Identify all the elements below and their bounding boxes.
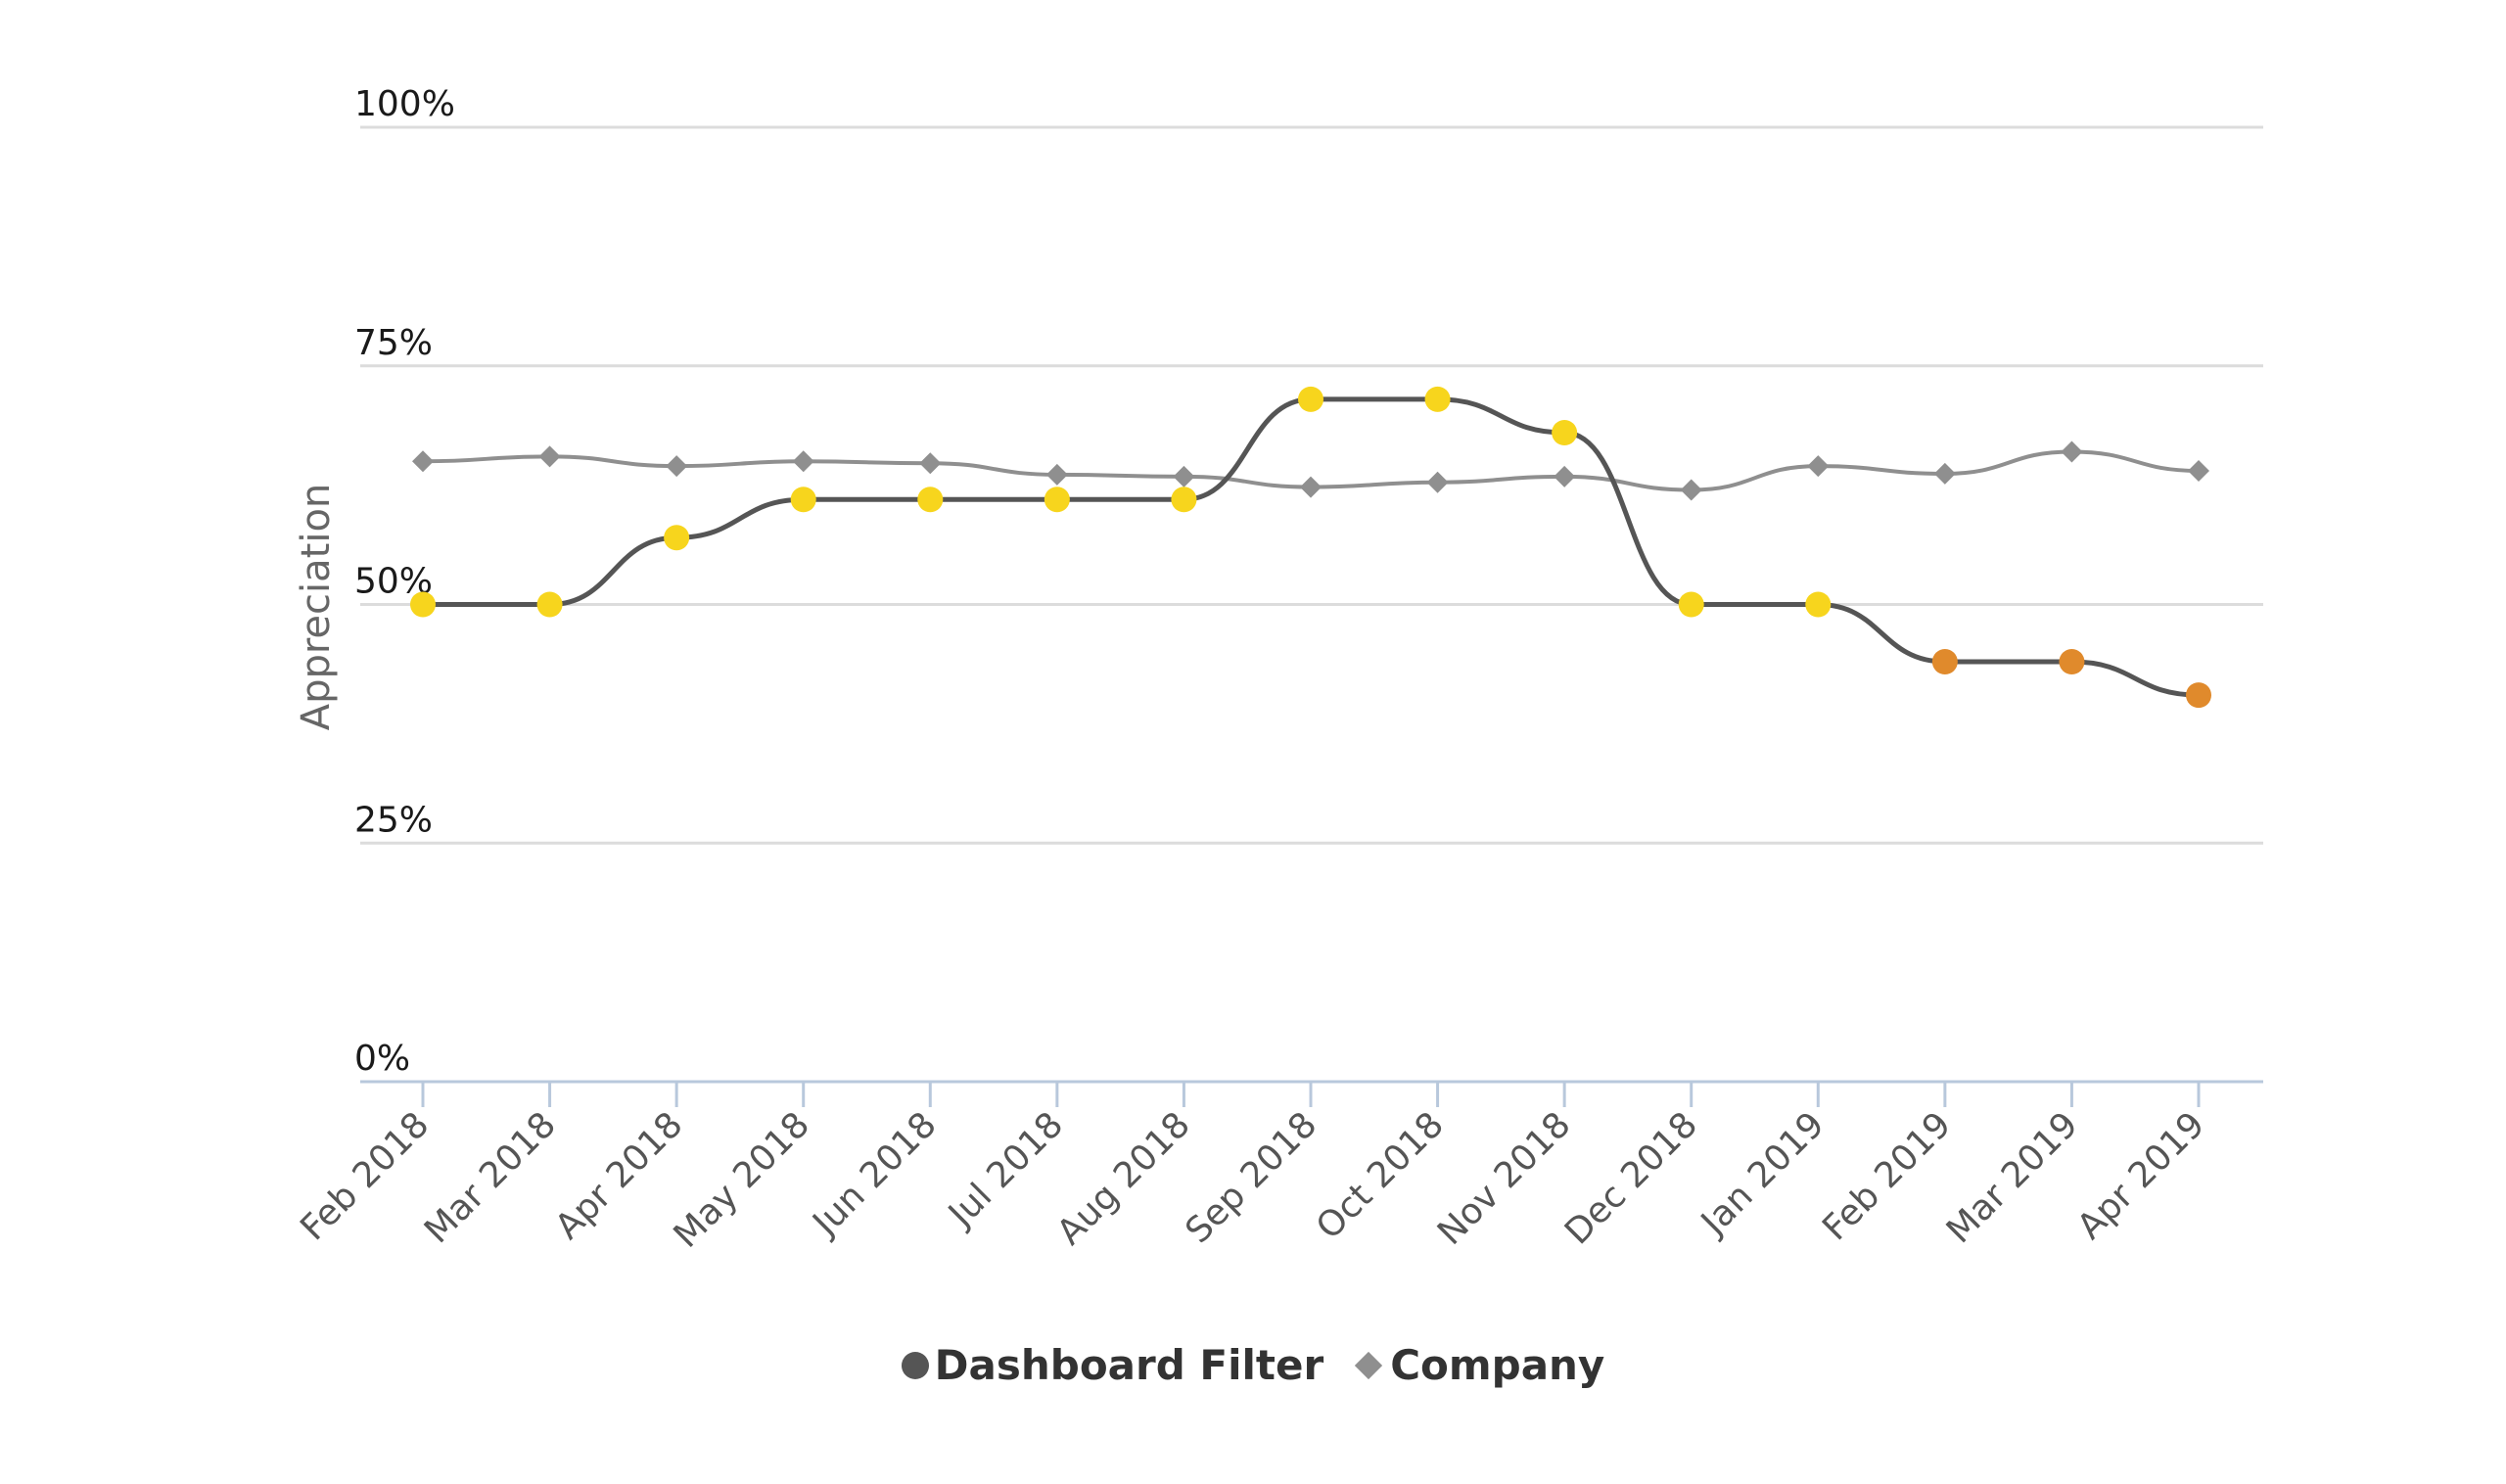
x-tick-label: Dec 2018 [1557,1104,1705,1252]
data-point [2186,682,2211,709]
data-point [1173,465,1195,487]
data-point [1300,476,1322,498]
data-point [410,591,436,618]
x-tick-label: Mar 2018 [417,1104,564,1251]
y-axis-label: Appreciation [294,484,339,731]
data-point [1298,386,1323,412]
data-point [1424,386,1451,412]
data-point [2059,649,2085,674]
series-layer [422,396,2200,698]
data-point [1171,487,1197,513]
data-point [919,452,942,475]
data-point [1426,471,1449,493]
data-point [792,450,814,473]
data-point [666,455,688,478]
legend-label-company: Company [1390,1341,1605,1389]
x-tick-label: Aug 2018 [1049,1104,1198,1253]
y-tick-label: 0% [354,1039,410,1079]
x-tick-label: Nov 2018 [1430,1104,1579,1253]
data-point [2061,441,2083,463]
x-tick-label: May 2018 [667,1104,818,1256]
data-point [2188,460,2209,482]
data-point [790,487,816,513]
data-point [1554,465,1576,487]
data-point [664,525,690,551]
y-tick-label: 25% [354,800,433,840]
x-tick-label: Apr 2019 [2069,1104,2212,1247]
x-tick-label: Sep 2018 [1179,1104,1325,1251]
data-point [1807,455,1830,478]
legend-diamond-icon [1355,1351,1383,1379]
data-point [1933,462,1956,485]
data-point [536,591,563,618]
legend-label-dashboard-filter: Dashboard Filter [934,1341,1324,1389]
legend-item-company[interactable]: Company [1353,1341,1604,1389]
marker-layer [410,386,2211,709]
x-tick-label: Jun 2018 [805,1104,945,1244]
x-tick-label: Jul 2018 [940,1104,1071,1235]
x-tick-label: Jan 2019 [1693,1104,1833,1244]
data-point [1044,487,1070,513]
data-point [917,487,944,513]
legend-item-dashboard-filter[interactable]: Dashboard Filter [901,1341,1324,1389]
data-point [1678,591,1704,618]
data-point [538,445,561,468]
data-point [1805,591,1832,618]
x-tick-label: Feb 2018 [293,1104,437,1248]
legend-circle-icon [901,1351,929,1379]
data-point [412,450,434,473]
x-tick-label: Feb 2019 [1815,1104,1959,1248]
legend: Dashboard Filter Company [0,1341,2506,1389]
data-point [1552,420,1578,445]
grid-layer: 0%25%50%75%100% [354,84,2263,1079]
data-point [1931,649,1958,674]
y-tick-label: 100% [354,84,455,124]
y-tick-label: 75% [354,323,433,363]
series-line [422,396,2200,698]
data-point [1045,463,1068,486]
x-tick-label: Mar 2019 [1939,1104,2086,1251]
data-point [1680,479,1702,501]
